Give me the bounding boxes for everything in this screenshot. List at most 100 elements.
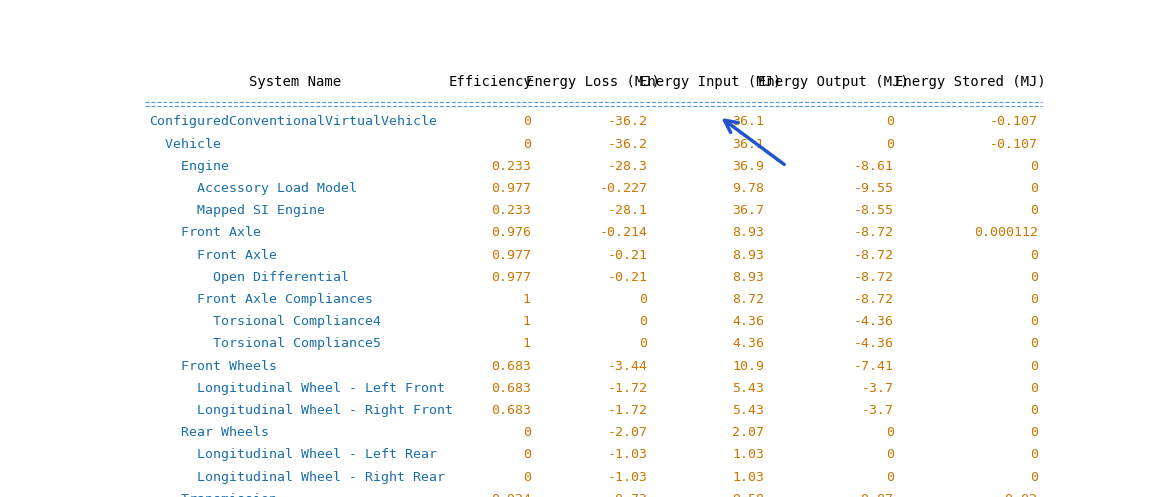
Text: 0: 0 <box>1029 471 1038 484</box>
Text: -0.21: -0.21 <box>607 271 647 284</box>
Text: 0: 0 <box>639 293 647 306</box>
Text: 1.03: 1.03 <box>732 448 764 461</box>
Text: Front Axle: Front Axle <box>149 226 262 240</box>
Text: 2.07: 2.07 <box>732 426 764 439</box>
Text: 1: 1 <box>522 337 530 350</box>
Text: 0: 0 <box>1029 426 1038 439</box>
Text: 0: 0 <box>1029 160 1038 173</box>
Text: 4.36: 4.36 <box>732 337 764 350</box>
Text: Efficiency: Efficiency <box>448 75 533 89</box>
Text: -8.72: -8.72 <box>855 226 894 240</box>
Text: 0.233: 0.233 <box>491 160 530 173</box>
Text: 0.924: 0.924 <box>491 493 530 497</box>
Text: Mapped SI Engine: Mapped SI Engine <box>149 204 325 217</box>
Text: Vehicle: Vehicle <box>149 138 221 151</box>
Text: 0.977: 0.977 <box>491 271 530 284</box>
Text: 1: 1 <box>522 293 530 306</box>
Text: 0: 0 <box>522 471 530 484</box>
Text: 0: 0 <box>639 337 647 350</box>
Text: Torsional Compliance5: Torsional Compliance5 <box>149 337 381 350</box>
Text: 36.7: 36.7 <box>732 204 764 217</box>
Text: -28.1: -28.1 <box>607 204 647 217</box>
Text: -0.107: -0.107 <box>990 115 1038 128</box>
Text: -0.73: -0.73 <box>607 493 647 497</box>
Text: 0: 0 <box>886 426 894 439</box>
Text: Longitudinal Wheel - Left Front: Longitudinal Wheel - Left Front <box>149 382 445 395</box>
Text: 9.78: 9.78 <box>732 182 764 195</box>
Text: Front Wheels: Front Wheels <box>149 359 277 373</box>
Text: Energy Input (MJ): Energy Input (MJ) <box>639 75 782 89</box>
Text: 0: 0 <box>1029 337 1038 350</box>
Text: 0.683: 0.683 <box>491 359 530 373</box>
Text: -8.72: -8.72 <box>855 248 894 261</box>
Text: -1.72: -1.72 <box>607 404 647 417</box>
Text: Energy Stored (MJ): Energy Stored (MJ) <box>895 75 1046 89</box>
Text: 0.683: 0.683 <box>491 382 530 395</box>
Text: 8.93: 8.93 <box>732 226 764 240</box>
Text: -28.3: -28.3 <box>607 160 647 173</box>
Text: 0: 0 <box>1029 293 1038 306</box>
Text: -0.227: -0.227 <box>600 182 647 195</box>
Text: ConfiguredConventionalVirtualVehicle: ConfiguredConventionalVirtualVehicle <box>149 115 438 128</box>
Text: 0: 0 <box>639 315 647 328</box>
Text: 0.000112: 0.000112 <box>974 226 1038 240</box>
Text: Accessory Load Model: Accessory Load Model <box>149 182 357 195</box>
Text: 0: 0 <box>1029 448 1038 461</box>
Text: 0: 0 <box>1029 359 1038 373</box>
Text: 5.43: 5.43 <box>732 382 764 395</box>
Text: -1.72: -1.72 <box>607 382 647 395</box>
Text: -1.03: -1.03 <box>607 471 647 484</box>
Text: Front Axle Compliances: Front Axle Compliances <box>149 293 373 306</box>
Text: 0: 0 <box>522 426 530 439</box>
Text: -8.55: -8.55 <box>855 204 894 217</box>
Text: -0.214: -0.214 <box>600 226 647 240</box>
Text: -8.72: -8.72 <box>855 271 894 284</box>
Text: 36.1: 36.1 <box>732 138 764 151</box>
Text: 0: 0 <box>1029 204 1038 217</box>
Text: -3.7: -3.7 <box>862 404 894 417</box>
Text: Longitudinal Wheel - Left Rear: Longitudinal Wheel - Left Rear <box>149 448 438 461</box>
Text: -8.87: -8.87 <box>855 493 894 497</box>
Text: 0: 0 <box>886 115 894 128</box>
Text: Energy Output (MJ): Energy Output (MJ) <box>758 75 909 89</box>
Text: 0.976: 0.976 <box>491 226 530 240</box>
Text: 0: 0 <box>886 138 894 151</box>
Text: 0.977: 0.977 <box>491 182 530 195</box>
Text: Longitudinal Wheel - Right Front: Longitudinal Wheel - Right Front <box>149 404 453 417</box>
Text: -0.02: -0.02 <box>998 493 1038 497</box>
Text: 0: 0 <box>1029 382 1038 395</box>
Text: -7.41: -7.41 <box>855 359 894 373</box>
Text: 0: 0 <box>522 448 530 461</box>
Text: 0: 0 <box>1029 182 1038 195</box>
Text: 0: 0 <box>886 471 894 484</box>
Text: Energy Loss (MJ): Energy Loss (MJ) <box>527 75 660 89</box>
Text: System Name: System Name <box>249 75 342 89</box>
Text: -3.44: -3.44 <box>607 359 647 373</box>
Text: -4.36: -4.36 <box>855 315 894 328</box>
Text: Longitudinal Wheel - Right Rear: Longitudinal Wheel - Right Rear <box>149 471 445 484</box>
Text: -8.61: -8.61 <box>855 160 894 173</box>
Text: Engine: Engine <box>149 160 229 173</box>
Text: 5.43: 5.43 <box>732 404 764 417</box>
Text: 8.93: 8.93 <box>732 248 764 261</box>
Text: 0: 0 <box>522 115 530 128</box>
Text: -36.2: -36.2 <box>607 115 647 128</box>
Text: Rear Wheels: Rear Wheels <box>149 426 270 439</box>
Text: 4.36: 4.36 <box>732 315 764 328</box>
Text: -1.03: -1.03 <box>607 448 647 461</box>
Text: 0.977: 0.977 <box>491 248 530 261</box>
Text: -8.72: -8.72 <box>855 293 894 306</box>
Text: 8.93: 8.93 <box>732 271 764 284</box>
Text: 9.58: 9.58 <box>732 493 764 497</box>
Text: 36.1: 36.1 <box>732 115 764 128</box>
Text: 1.03: 1.03 <box>732 471 764 484</box>
Text: 1: 1 <box>522 315 530 328</box>
Text: 0: 0 <box>1029 315 1038 328</box>
Text: -0.107: -0.107 <box>990 138 1038 151</box>
Text: 8.72: 8.72 <box>732 293 764 306</box>
Text: Transmission: Transmission <box>149 493 277 497</box>
Text: -9.55: -9.55 <box>855 182 894 195</box>
Text: 0: 0 <box>1029 248 1038 261</box>
Text: Front Axle: Front Axle <box>149 248 277 261</box>
Text: 0: 0 <box>522 138 530 151</box>
